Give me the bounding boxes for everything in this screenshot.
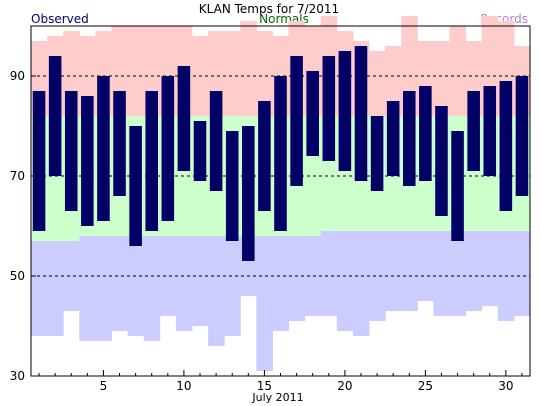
observed-bar	[258, 101, 271, 211]
record-low-band	[127, 236, 145, 336]
record-low-band	[224, 236, 241, 336]
legend-observed: Observed	[31, 12, 89, 26]
observed-bar	[161, 76, 175, 221]
x-tick-label: 5	[100, 379, 108, 393]
x-tick-label: 10	[176, 379, 191, 393]
record-low-band	[288, 236, 306, 321]
y-tick-label: 30	[10, 369, 25, 383]
record-high-band	[385, 46, 402, 116]
record-low-band	[433, 231, 451, 316]
record-high-band	[433, 41, 451, 116]
observed-bar	[225, 131, 239, 241]
record-low-band	[481, 231, 499, 306]
record-low-band	[352, 231, 370, 336]
record-high-band	[369, 51, 386, 116]
record-low-band	[31, 241, 48, 336]
observed-bar	[419, 86, 432, 181]
record-low-band	[401, 231, 418, 311]
observed-bar	[306, 71, 319, 156]
observed-bar	[81, 96, 94, 226]
record-low-band	[111, 236, 129, 331]
observed-bar	[467, 91, 480, 171]
record-low-band	[465, 231, 483, 311]
record-low-band	[63, 241, 80, 311]
record-high-band	[127, 26, 145, 116]
observed-bar	[322, 56, 336, 161]
record-low-band	[47, 241, 64, 336]
record-low-band	[272, 236, 290, 331]
observed-bar	[290, 56, 303, 186]
record-high-band	[449, 26, 467, 116]
observed-bar	[242, 126, 255, 261]
observed-bar	[129, 126, 142, 246]
plot-area	[30, 16, 531, 377]
record-low-band	[256, 236, 273, 371]
y-tick-label: 50	[10, 269, 25, 283]
record-low-band	[304, 236, 322, 316]
record-high-band	[240, 21, 257, 116]
record-low-band	[449, 231, 467, 316]
observed-bar	[338, 51, 352, 171]
observed-bar	[274, 76, 287, 231]
observed-bar	[113, 91, 126, 196]
observed-bar	[451, 131, 464, 241]
observed-bar	[64, 91, 78, 211]
observed-bar	[386, 101, 400, 176]
observed-bar	[32, 91, 46, 231]
observed-bar	[435, 106, 448, 216]
record-low-band	[208, 236, 225, 346]
observed-bar	[193, 121, 207, 181]
record-low-band	[159, 236, 177, 316]
observed-bar	[402, 91, 416, 186]
observed-bar	[209, 91, 223, 191]
observed-bar	[145, 91, 159, 231]
x-tick-label: 20	[337, 379, 352, 393]
record-low-band	[369, 231, 386, 321]
record-low-band	[95, 236, 112, 341]
observed-bar	[370, 116, 384, 191]
record-low-band	[191, 236, 209, 326]
observed-bar	[483, 86, 497, 176]
observed-bar	[97, 76, 110, 221]
observed-bar	[515, 76, 529, 196]
record-low-band	[143, 236, 161, 341]
record-low-band	[385, 231, 402, 311]
x-tick-label: 15	[257, 379, 272, 393]
observed-bar	[499, 81, 513, 211]
x-axis-label: July 2011	[251, 391, 303, 404]
record-low-band	[336, 231, 354, 331]
y-tick-label: 70	[10, 169, 25, 183]
record-low-band	[513, 231, 531, 316]
observed-bar	[48, 56, 62, 176]
chart-title: KLAN Temps for 7/2011	[199, 2, 339, 16]
record-low-band	[79, 236, 96, 341]
x-tick-label: 25	[418, 379, 433, 393]
y-tick-label: 90	[10, 69, 25, 83]
record-low-band	[320, 231, 338, 316]
record-high-band	[224, 31, 241, 116]
x-tick-label: 30	[498, 379, 513, 393]
observed-bar	[354, 46, 368, 181]
observed-bar	[177, 66, 191, 171]
record-low-band	[175, 236, 193, 331]
record-low-band	[417, 231, 434, 301]
record-high-band	[256, 31, 273, 116]
